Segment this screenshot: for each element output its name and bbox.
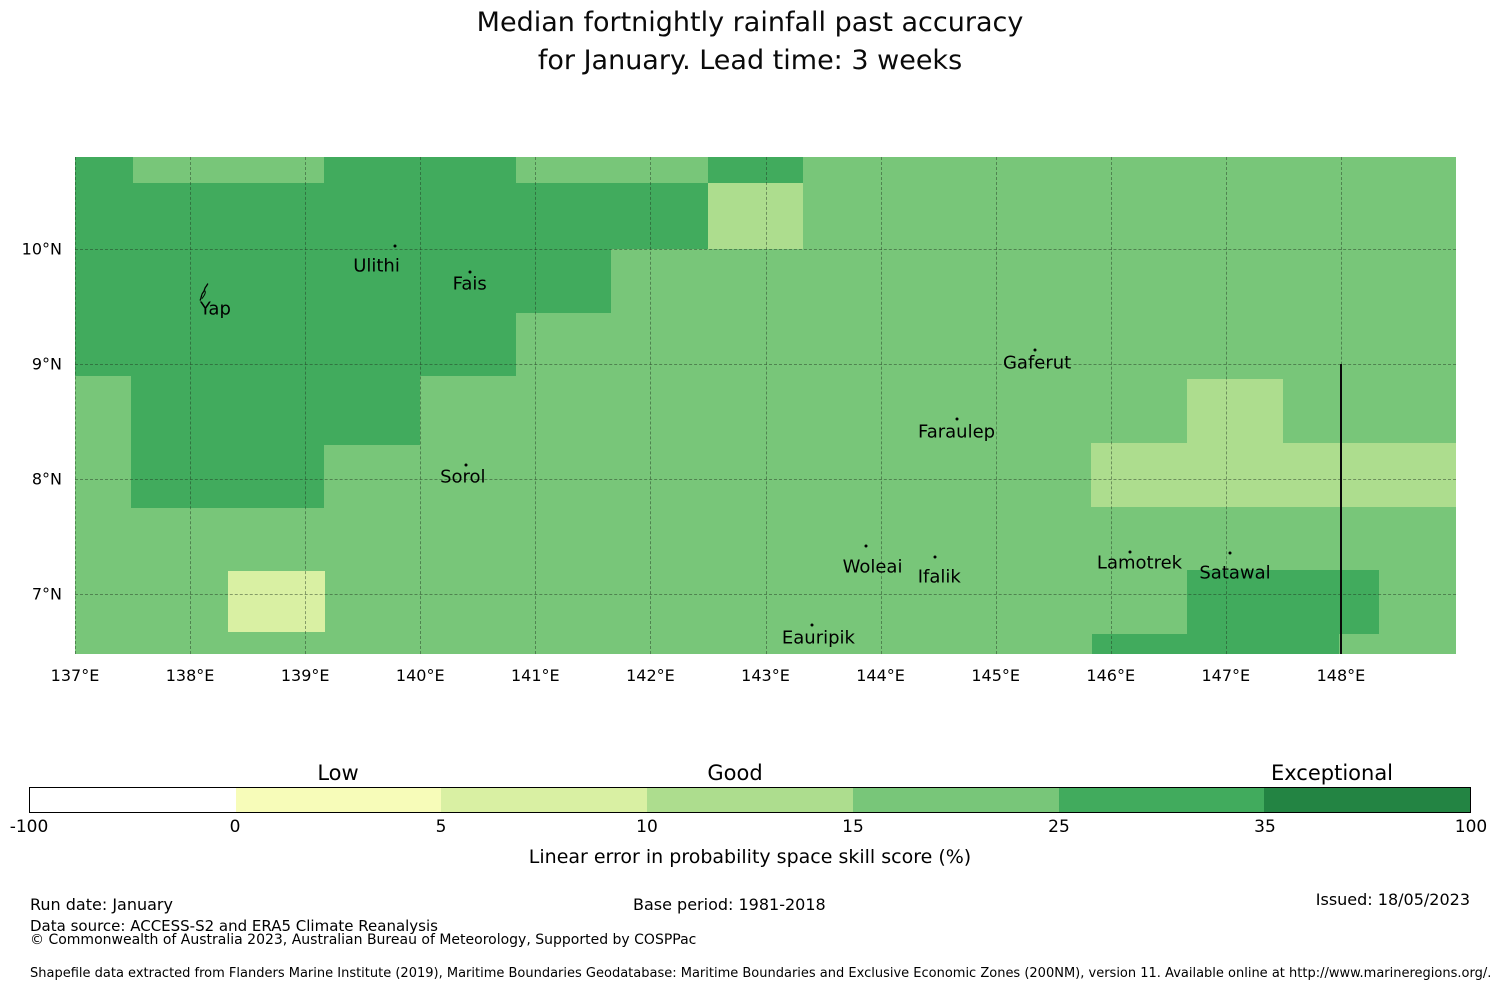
grid-line-horizontal [75,364,1456,366]
heatmap-cell-25-35 [707,157,804,184]
lat-tick-label: 7°N [31,584,62,604]
heatmap-cell-25-35 [75,157,516,376]
colorbar-segment-5-10 [441,788,648,812]
footer-data-source: Data source: ACCESS-S2 and ERA5 Climate … [30,917,438,935]
island-label-sorol: Sorol [440,466,486,488]
colorbar-band-label-exceptional: Exceptional [1270,761,1394,785]
lat-tick-label: 8°N [31,469,62,489]
colorbar-tick-label: 25 [1048,817,1070,837]
lon-tick-label: 144°E [856,666,905,685]
heatmap-cell-5-10 [228,571,325,633]
lon-tick-label: 138°E [165,666,215,685]
colorbar-segment-15-25 [852,788,1059,812]
grid-line-vertical [880,157,882,654]
lon-tick-label: 139°E [280,666,330,685]
colorbar-band-label-low: Low [317,761,359,785]
island-label-faraulep: Faraulep [917,421,996,443]
colorbar-segment-10-15 [647,788,853,812]
island-marker-dot [468,270,472,274]
island-label-gaferut: Gaferut [1002,352,1072,374]
colorbar-tick-label: 0 [229,817,241,837]
island-label-eauripik: Eauripik [781,627,855,649]
heatmap-cell-25-35 [515,249,612,314]
grid-line-horizontal [75,479,1456,481]
heatmap-cell-15-25 [132,157,324,184]
heatmap-cell-25-35 [131,375,421,445]
island-label-satawal: Satawal [1199,562,1271,584]
heatmap-cell-10-15 [707,183,804,250]
grid-line-vertical [535,157,537,654]
grid-line-vertical [305,157,307,654]
chart-title-line1: Median fortnightly rainfall past accurac… [476,7,1024,38]
island-label-woleai: Woleai [842,556,903,578]
colorbar-band-label-good: Good [707,761,763,785]
grid-line-vertical [1110,157,1112,654]
map-panel: Yap Ulithi Fais Sorol Gaferut Faraulep Woleai I… [75,157,1456,654]
colorbar-tick-label: 35 [1254,817,1276,837]
yap-island-outline-icon [197,283,213,307]
heatmap-cell-10-15 [1186,379,1284,444]
grid-line-vertical [650,157,652,654]
footer-base-period: Base period: 1981-2018 [633,895,826,914]
colorbar-segment-25-35 [1058,788,1265,812]
colorbar-segment-35-100 [1264,788,1471,812]
grid-line-vertical [1225,157,1227,654]
island-label-ifalik: Ifalik [917,566,961,588]
maritime-boundary-line [1340,364,1343,654]
island-marker-dot [810,623,814,627]
island-label-yap: Yap [199,298,231,320]
island-marker-dot [864,544,868,548]
heatmap-cell-25-35 [131,444,324,508]
colorbar-segment-0-5 [235,788,442,812]
lat-tick-label: 10°N [21,239,62,259]
footer-issued-date: Issued: 18/05/2023 [1315,890,1470,909]
lon-tick-label: 147°E [1201,666,1251,685]
colorbar-tick-label: 100 [1454,817,1488,837]
island-label-ulithi: Ulithi [353,255,400,277]
colorbar-segment--100-0 [30,788,236,812]
island-marker-dot [1228,551,1232,555]
colorbar-caption: Linear error in probability space skill … [528,846,972,868]
chart-title-line2: for January. Lead time: 3 weeks [537,45,963,76]
island-label-lamotrek: Lamotrek [1096,552,1183,574]
grid-line-vertical [75,157,76,654]
footer-run-date: Run date: January [30,895,173,914]
heatmap-cell-25-35 [1092,634,1339,654]
lon-tick-label: 148°E [1316,666,1366,685]
grid-line-vertical [995,157,997,654]
footer-shapefile-note: Shapefile data extracted from Flanders M… [30,966,1492,981]
grid-line-horizontal [75,249,1456,251]
grid-line-horizontal [75,594,1456,596]
heatmap-cell-25-35 [1186,570,1379,635]
island-marker-dot [464,463,468,467]
colorbar-tick-label: 10 [636,817,658,837]
lat-tick-label: 9°N [31,354,62,374]
colorbar-tick-label: 15 [842,817,864,837]
lon-tick-label: 137°E [50,666,100,685]
chart-title: Median fortnightly rainfall past accurac… [0,4,1500,80]
heatmap-cell-10-15 [1091,443,1456,507]
lon-tick-label: 141°E [511,666,560,685]
island-marker-dot [955,417,959,421]
island-marker-dot [933,555,937,559]
colorbar-tick-label: 5 [435,817,447,837]
colorbar-tick-label: -100 [9,817,49,837]
island-marker-dot [1128,550,1132,554]
island-marker-dot [393,244,397,248]
grid-line-vertical [190,157,192,654]
lon-tick-label: 140°E [395,666,445,685]
island-label-fais: Fais [452,273,487,295]
lon-tick-label: 142°E [626,666,675,685]
lon-tick-label: 145°E [971,666,1020,685]
island-marker-dot [1033,348,1037,352]
lon-tick-label: 143°E [741,666,790,685]
grid-line-vertical [420,157,422,654]
grid-line-vertical [765,157,767,654]
heatmap-cell-25-35 [515,183,708,250]
colorbar [29,787,1471,813]
lon-tick-label: 146°E [1086,666,1136,685]
footer-copyright: © Commonwealth of Australia 2023, Austra… [30,932,697,948]
